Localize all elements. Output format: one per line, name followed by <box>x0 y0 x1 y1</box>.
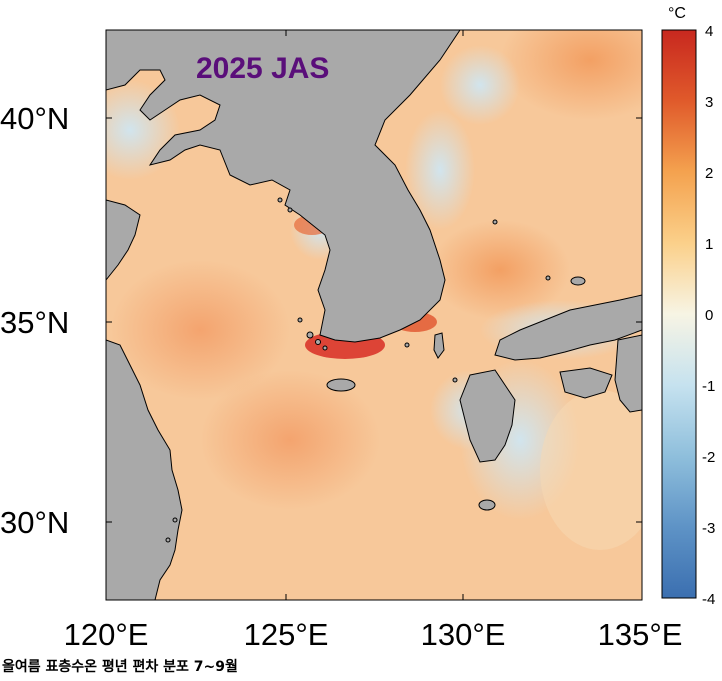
lon-label-120: 120°E <box>64 617 149 652</box>
colorbar-tick: 1 <box>705 236 713 253</box>
figure-caption: 올여름 표층수온 평년 편차 분포 7~9월 <box>2 659 238 675</box>
colorbar-tick: 4 <box>705 23 713 40</box>
lat-label-35: 35°N <box>0 305 69 340</box>
lon-label-125: 125°E <box>244 617 329 652</box>
land-mass <box>106 30 642 600</box>
lon-label-135: 135°E <box>598 617 683 652</box>
colorbar-tick: 2 <box>705 165 713 182</box>
lon-label-130: 130°E <box>421 617 506 652</box>
colorbar-tick: -1 <box>702 378 715 395</box>
colorbar-tick: 3 <box>705 94 713 111</box>
lat-label-30: 30°N <box>0 505 69 540</box>
colorbar-unit: °C <box>668 5 686 22</box>
colorbar-tick: -3 <box>702 520 715 537</box>
axis-ticks <box>106 30 642 600</box>
colorbar: °C 4 3 2 1 0 -1 -2 -3 -4 <box>661 5 715 608</box>
lat-label-40: 40°N <box>0 101 69 136</box>
plot-area <box>106 30 642 600</box>
plot-frame <box>105 29 643 601</box>
colorbar-gradient <box>661 29 697 599</box>
colorbar-tick: -4 <box>702 591 715 608</box>
coastal-islands <box>165 197 551 543</box>
map-title: 2025 JAS <box>196 52 329 85</box>
colorbar-tick: 0 <box>705 307 713 324</box>
colorbar-tick: -2 <box>702 449 715 466</box>
